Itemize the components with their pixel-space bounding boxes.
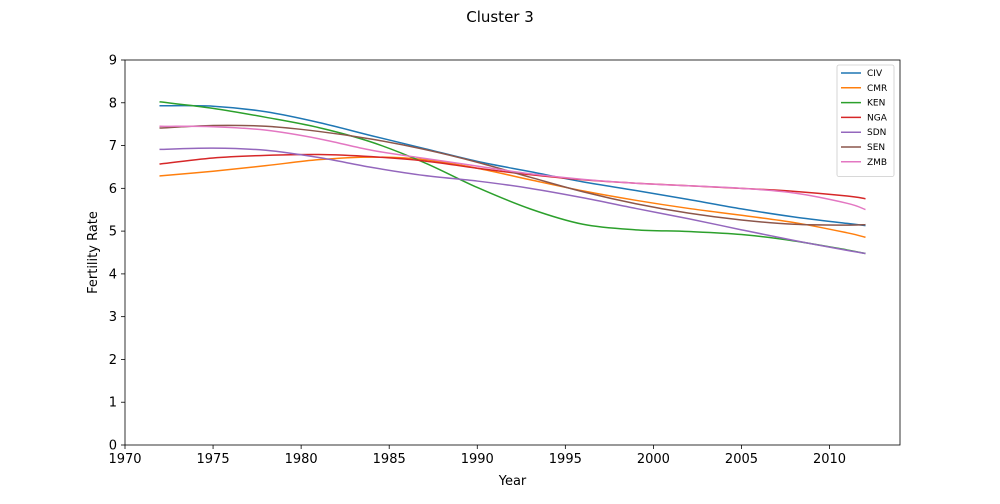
series-line-sen xyxy=(159,124,866,226)
series-line-cmr xyxy=(159,156,866,239)
legend: CIV CMR KEN NGA SDN SEN ZMB xyxy=(836,64,895,177)
x-tick-label: 2005 xyxy=(725,452,758,467)
y-tick-label: 2 xyxy=(109,353,117,368)
legend-label-sdn: SDN xyxy=(867,128,886,138)
y-tick-label: 9 xyxy=(109,54,117,69)
y-tick-label: 1 xyxy=(109,396,117,411)
legend-label-civ: CIV xyxy=(867,69,883,79)
x-tick-label: 1985 xyxy=(373,452,406,467)
y-tick-label: 5 xyxy=(109,225,117,240)
legend-label-cmr: CMR xyxy=(867,84,887,94)
x-tick-label: 1975 xyxy=(197,452,230,467)
y-axis-label: Fertility Rate xyxy=(86,211,101,294)
legend-label-ken: KEN xyxy=(867,99,885,109)
series-line-sdn xyxy=(159,147,866,255)
x-tick-label: 2010 xyxy=(813,452,846,467)
y-tick-label: 6 xyxy=(109,182,117,197)
legend-label-nga: NGA xyxy=(867,113,888,123)
axes-layer: 1970 1975 1980 1985 1990 1995 2000 2005 2010 0 1 2 3… xyxy=(108,54,901,467)
x-tick-label: 1970 xyxy=(108,452,141,467)
legend-label-zmb: ZMB xyxy=(867,158,887,168)
x-tick-label: 2000 xyxy=(637,452,670,467)
series-line-nga xyxy=(159,153,866,200)
x-tick-label: 1990 xyxy=(461,452,494,467)
series-line-ken xyxy=(159,101,866,255)
series-line-zmb xyxy=(159,125,866,211)
legend-box xyxy=(836,64,895,177)
x-tick-label: 1995 xyxy=(549,452,582,467)
chart-title: Cluster 3 xyxy=(466,8,534,26)
y-tick-label: 0 xyxy=(109,439,117,454)
y-tick-label: 7 xyxy=(109,139,117,154)
y-tick-label: 3 xyxy=(109,310,117,325)
plot-frame xyxy=(124,59,901,446)
series-layer xyxy=(159,101,866,255)
y-tick-label: 4 xyxy=(109,267,117,282)
legend-label-sen: SEN xyxy=(867,143,885,153)
x-tick-label: 1980 xyxy=(285,452,318,467)
series-line-civ xyxy=(159,104,866,227)
y-tick-label: 8 xyxy=(109,96,117,111)
x-axis-label: Year xyxy=(498,474,527,489)
